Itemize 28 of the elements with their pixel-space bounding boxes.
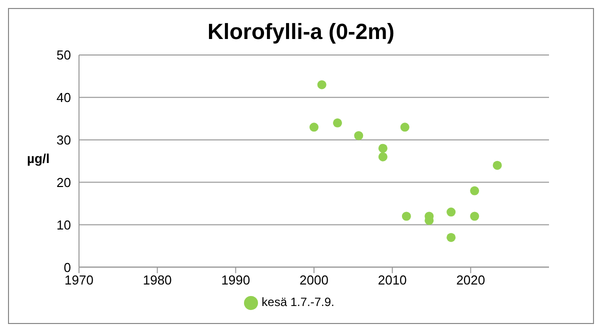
- y-tick-label: 50: [56, 48, 71, 63]
- point: [446, 232, 456, 242]
- y-tick-label: 10: [56, 217, 71, 232]
- x-tick-label: 2020: [456, 272, 486, 288]
- y-tick-label: 40: [56, 90, 71, 106]
- legend-label: kesä 1.7.-7.9.: [262, 295, 334, 310]
- point: [470, 212, 480, 221]
- x-tick-label: 1990: [221, 272, 250, 288]
- x-tick-label: 1970: [64, 272, 94, 288]
- y-tick-label: 20: [56, 174, 71, 190]
- x-tick-label: 1980: [142, 272, 172, 288]
- point: [402, 212, 411, 221]
- point: [317, 80, 326, 90]
- x-tick-label: 2010: [378, 272, 407, 288]
- point: [470, 186, 480, 196]
- x-tick-label: 2000: [300, 272, 328, 288]
- point: [378, 152, 388, 162]
- point: [309, 122, 319, 132]
- point: [354, 131, 364, 140]
- chart-title: Klorofylli-a (0-2m): [206, 19, 396, 45]
- point: [400, 122, 410, 132]
- point: [378, 144, 388, 153]
- point: [446, 208, 456, 217]
- y-tick-label: 30: [56, 132, 71, 148]
- point: [492, 160, 502, 170]
- y-axis-title: µg/l: [27, 151, 50, 166]
- point: [332, 118, 342, 128]
- y-tick-label: 0: [64, 260, 71, 275]
